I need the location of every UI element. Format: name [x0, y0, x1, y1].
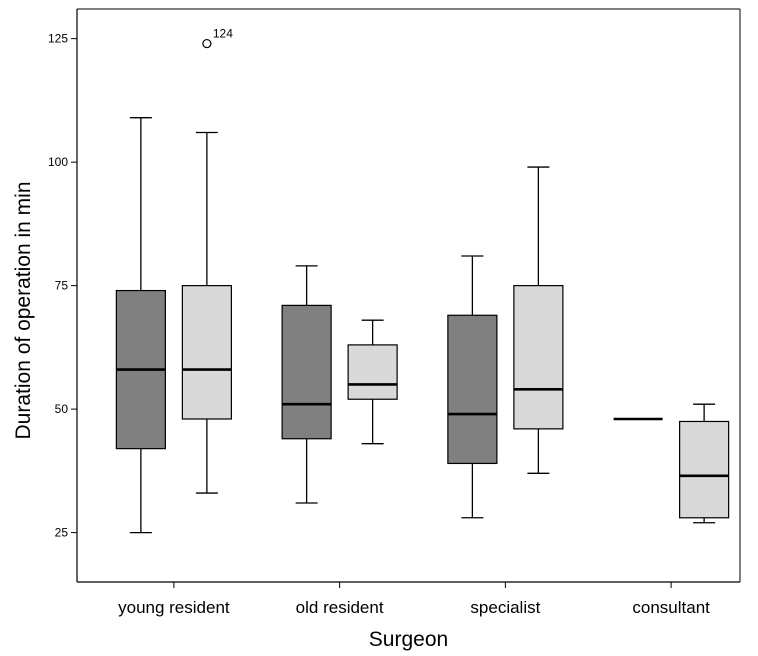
box-iqr [679, 420, 730, 519]
box-iqr [281, 304, 332, 440]
box-iqr [447, 314, 498, 465]
x-tick-label: young resident [118, 598, 230, 617]
outlier-point [202, 38, 212, 49]
y-tick-label: 100 [48, 155, 68, 169]
box-group: 124 [181, 27, 233, 494]
outlier-label: 124 [213, 27, 233, 41]
box-group [513, 166, 564, 474]
y-axis-title: Duration of operation in min [12, 182, 35, 440]
box-group [347, 319, 398, 445]
y-tick-label: 75 [55, 279, 69, 293]
box-group [115, 117, 166, 534]
x-tick-label: specialist [470, 598, 540, 617]
y-tick-label: 125 [48, 32, 68, 46]
x-tick-label: consultant [632, 598, 710, 617]
box-group [281, 265, 332, 504]
x-axis: young resident old resident specialist cons… [77, 581, 740, 617]
box-group [447, 255, 498, 519]
box-group [679, 403, 730, 524]
box-iqr [513, 285, 564, 430]
y-axis: 25 50 75 100 125 [48, 9, 78, 582]
y-tick-label: 50 [55, 402, 69, 416]
y-tick-label: 25 [55, 526, 69, 540]
box-iqr [347, 344, 398, 400]
x-axis-title: Surgeon [369, 628, 448, 651]
plot-frame [77, 8, 741, 582]
box-iqr [181, 285, 232, 420]
x-tick-label: old resident [296, 598, 384, 617]
box-series: 124 [115, 27, 730, 534]
